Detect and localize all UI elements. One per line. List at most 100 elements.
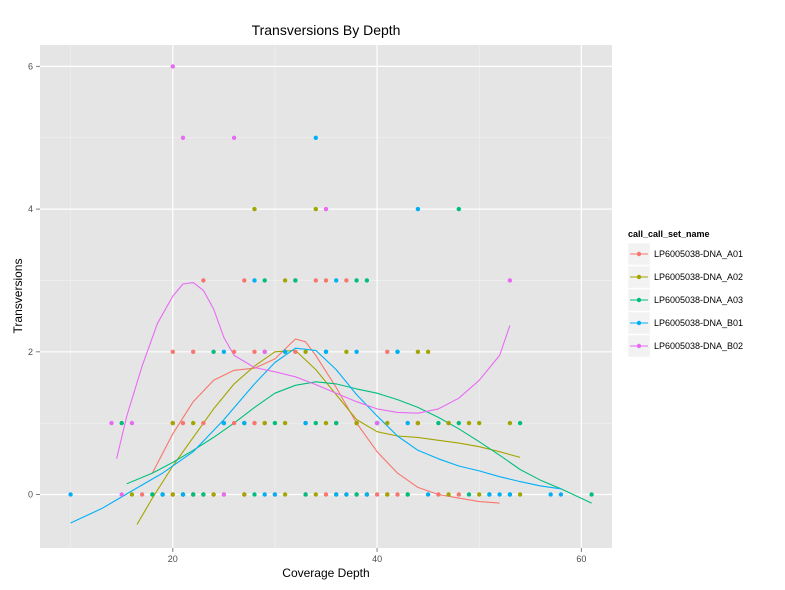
data-point (68, 492, 73, 497)
data-point (405, 492, 410, 497)
data-point (313, 135, 318, 140)
data-point (180, 135, 186, 140)
y-axis-ticks: 0 2 4 6 (28, 61, 40, 499)
data-point (303, 492, 308, 497)
data-point (507, 492, 513, 497)
data-point (282, 420, 288, 426)
data-point (313, 420, 318, 426)
legend-label: LP6005038-DNA_B02 (654, 341, 743, 351)
data-point (323, 349, 329, 354)
data-point (436, 420, 441, 426)
data-point (139, 492, 145, 497)
legend: call_call_set_name LP6005038-DNA_A01 LP60… (627, 229, 743, 358)
legend-label: LP6005038-DNA_A01 (654, 249, 743, 259)
data-point (231, 420, 237, 426)
data-point (170, 492, 175, 497)
data-point (242, 278, 247, 283)
data-point (303, 349, 308, 354)
data-point (262, 492, 267, 497)
x-tick-label: 60 (576, 554, 586, 564)
data-point (201, 278, 206, 283)
legend-label: LP6005038-DNA_B01 (654, 318, 743, 328)
data-point (252, 420, 257, 426)
data-point (262, 420, 267, 426)
data-point (211, 349, 216, 354)
data-point (170, 349, 175, 354)
data-point (221, 349, 227, 354)
data-point (242, 492, 247, 497)
data-point (313, 206, 318, 212)
data-point (201, 420, 206, 426)
data-point (558, 492, 564, 497)
data-point (436, 492, 441, 497)
data-point (477, 492, 482, 497)
data-point (466, 420, 472, 426)
data-point (129, 492, 135, 497)
data-point (303, 420, 308, 426)
data-point (191, 492, 196, 497)
data-point (109, 420, 114, 426)
data-point (191, 349, 196, 354)
data-point (334, 420, 339, 426)
data-point (191, 420, 196, 426)
data-point (364, 492, 370, 497)
smooth-line (136, 349, 521, 525)
data-point (344, 492, 349, 497)
data-point (446, 420, 451, 426)
data-point (180, 492, 186, 497)
data-point (129, 420, 135, 426)
legend-key-point (636, 297, 642, 303)
y-tick-label: 4 (28, 204, 33, 214)
data-point (507, 420, 513, 426)
data-point (334, 278, 339, 283)
data-point (160, 492, 165, 497)
data-point (395, 349, 400, 354)
data-point (344, 278, 349, 283)
data-point (252, 206, 257, 212)
data-point (293, 349, 298, 354)
data-point (354, 420, 359, 426)
data-point (548, 492, 553, 497)
data-point (364, 278, 370, 283)
data-point (354, 349, 359, 354)
data-point (323, 278, 329, 283)
data-point (272, 420, 278, 426)
data-point (374, 420, 380, 426)
data-point (415, 349, 421, 354)
data-point (231, 135, 237, 140)
data-point (323, 420, 329, 426)
data-point (395, 492, 400, 497)
data-point (466, 492, 472, 497)
smooth-line (126, 381, 592, 504)
data-point (415, 206, 421, 212)
smooth-line (70, 347, 561, 524)
data-point (119, 420, 124, 426)
legend-item: LP6005038-DNA_B02 (627, 334, 743, 358)
data-point (231, 349, 237, 354)
x-axis-ticks: 20 40 60 (168, 548, 586, 564)
data-point (221, 492, 227, 497)
legend-key-point (636, 320, 642, 326)
data-point (293, 278, 298, 283)
data-point (119, 492, 124, 497)
data-point (385, 420, 390, 426)
data-point (282, 278, 288, 283)
data-point (252, 492, 257, 497)
data-point (517, 420, 523, 426)
y-tick-label: 2 (28, 347, 33, 357)
x-axis-title: Coverage Depth (282, 566, 369, 580)
smooth-line (116, 282, 511, 459)
x-tick-label: 20 (168, 554, 178, 564)
data-point (170, 64, 175, 69)
data-point (282, 492, 288, 497)
x-tick-label: 40 (372, 554, 382, 564)
legend-key-point (636, 343, 642, 349)
data-point (456, 492, 461, 497)
data-point (201, 492, 206, 497)
data-point (262, 349, 267, 354)
y-tick-label: 6 (28, 61, 33, 71)
data-point (313, 492, 318, 497)
data-point (262, 278, 267, 283)
data-point (272, 492, 278, 497)
